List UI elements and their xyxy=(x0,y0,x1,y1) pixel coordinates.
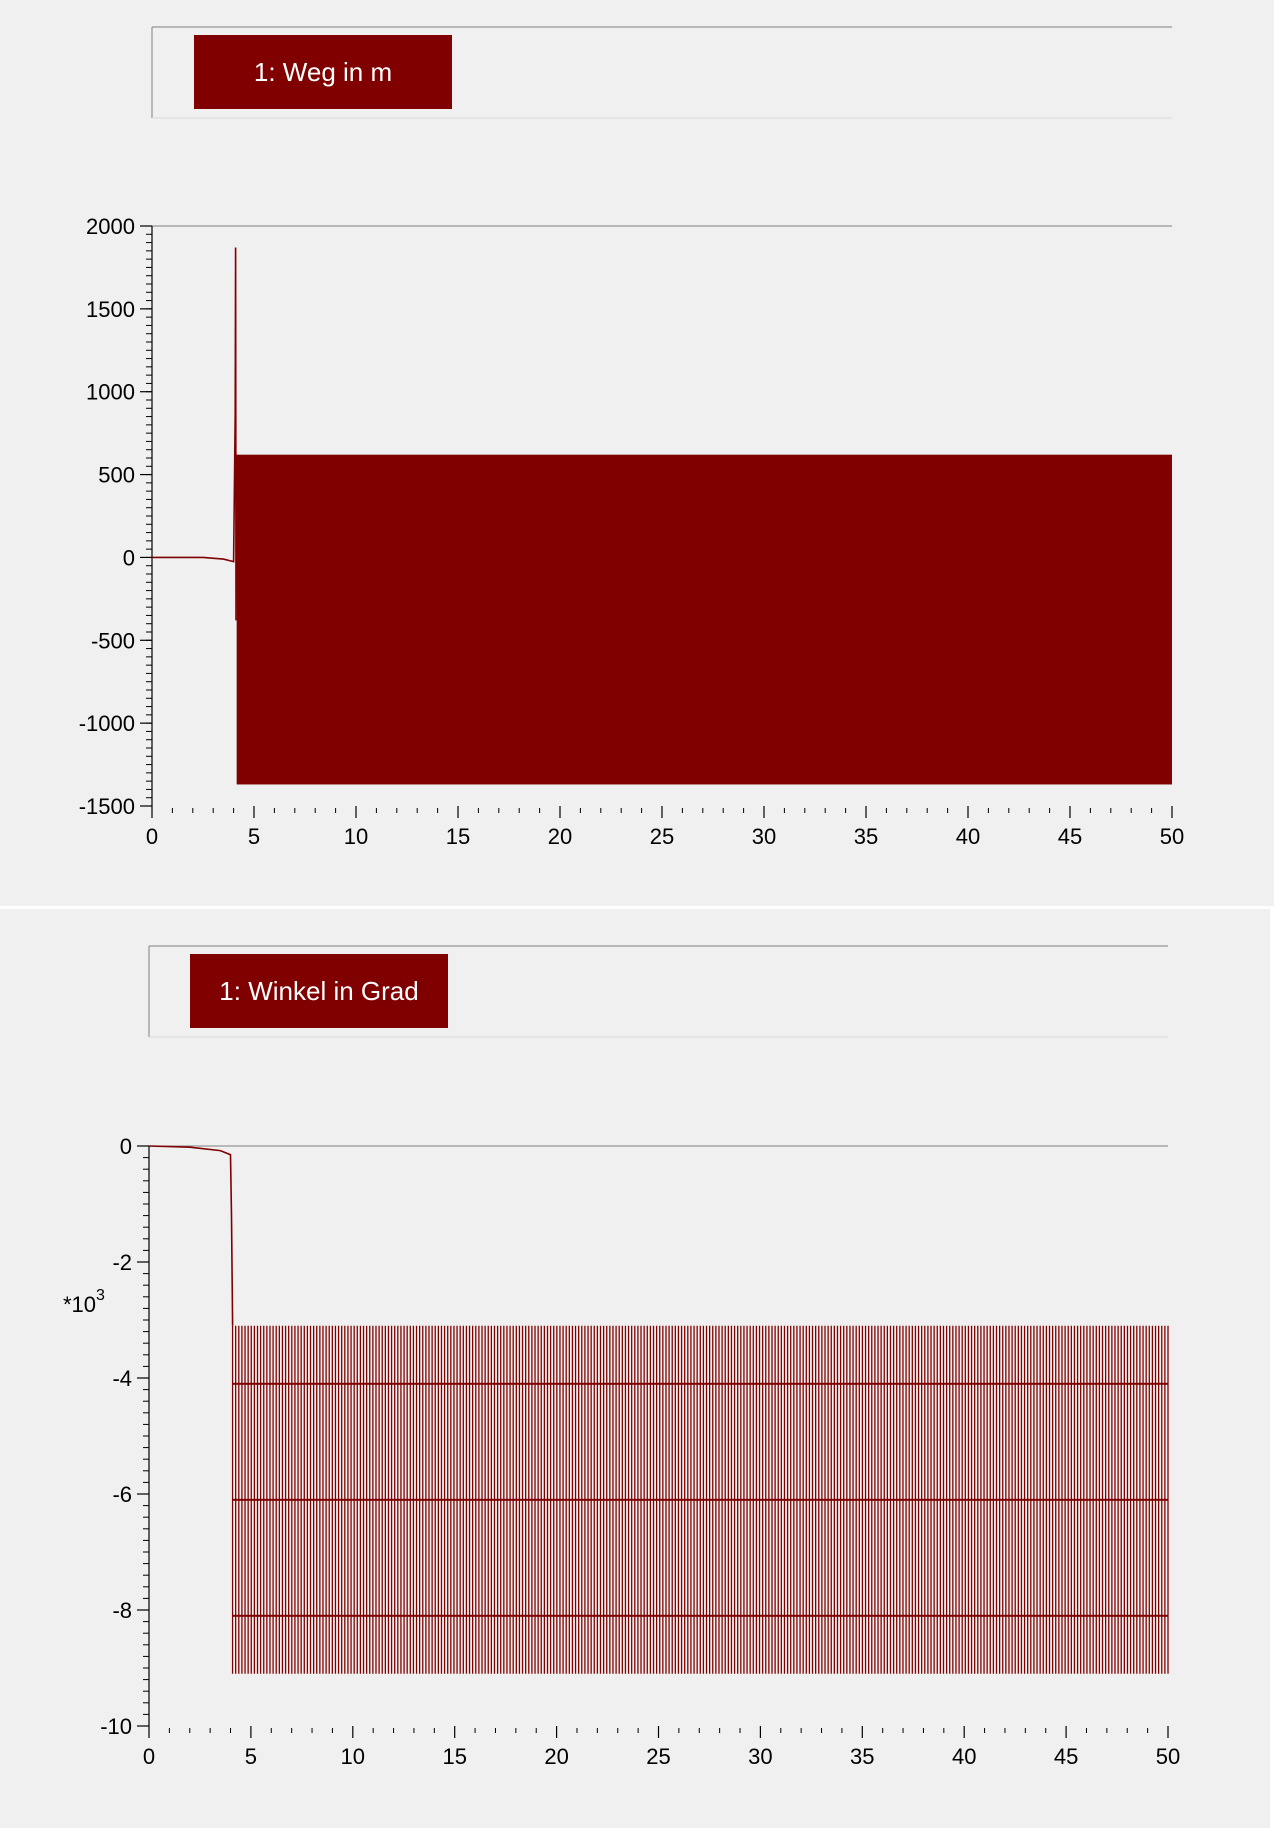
series-line xyxy=(152,247,238,621)
y-multiplier-base: *10 xyxy=(63,1292,96,1317)
x-tick-label: 45 xyxy=(1054,1744,1078,1769)
x-tick-label: 45 xyxy=(1058,824,1082,849)
x-tick-label: 35 xyxy=(854,824,878,849)
oscillation-band xyxy=(232,1498,1169,1501)
legend-swatch xyxy=(194,35,452,109)
legend-label: 1: Winkel in Grad xyxy=(219,976,418,1006)
x-tick-label: 10 xyxy=(341,1744,365,1769)
y-tick-label: 1500 xyxy=(86,297,135,322)
y-tick-label: 1000 xyxy=(86,380,135,405)
y-tick-label: -8 xyxy=(112,1598,132,1623)
x-tick-label: 15 xyxy=(446,824,470,849)
chart-panel-winkel: 1: Winkel in Grad -10 -8 -6 -4 -2 0 0 5 10 15 20 25 3… xyxy=(0,909,1270,1828)
y-tick-label: -4 xyxy=(112,1366,132,1391)
x-tick-label: 50 xyxy=(1160,824,1184,849)
y-tick-label: -1000 xyxy=(79,711,135,736)
x-tick-label: 10 xyxy=(344,824,368,849)
x-tick-label: 0 xyxy=(146,824,158,849)
x-tick-label: 40 xyxy=(952,1744,976,1769)
y-tick-label: -6 xyxy=(112,1482,132,1507)
y-tick-label: 0 xyxy=(120,1134,132,1159)
y-tick-label: 0 xyxy=(123,545,135,570)
y-multiplier-exponent: 3 xyxy=(96,1287,105,1304)
x-tick-label: 15 xyxy=(442,1744,466,1769)
y-tick-label: -2 xyxy=(112,1250,132,1275)
x-tick-label: 30 xyxy=(752,824,776,849)
x-tick-label: 20 xyxy=(548,824,572,849)
x-tick-label: 5 xyxy=(248,824,260,849)
series-line xyxy=(148,1145,234,1326)
x-tick-label: 25 xyxy=(650,824,674,849)
y-tick-label: -500 xyxy=(91,628,135,653)
legend-label: 1: Weg in m xyxy=(254,57,392,87)
x-tick-label: 0 xyxy=(143,1744,155,1769)
y-tick-label: -1500 xyxy=(79,794,135,819)
series-oscillation xyxy=(236,454,1172,785)
x-tick-label: 20 xyxy=(544,1744,568,1769)
chart-winkel: 1: Winkel in Grad -10 -8 -6 -4 -2 0 0 5 10 15 20 25 3… xyxy=(63,945,1180,1769)
y-tick-label: 2000 xyxy=(86,214,135,239)
x-tick-label: 40 xyxy=(956,824,980,849)
legend-swatch xyxy=(190,954,448,1028)
chart-weg: 1: Weg in m-1500-1000-500050010001500200… xyxy=(79,26,1184,849)
chart-panel-weg: 1: Weg in m -1500 -1000 -500 0 500 1000 1500 200… xyxy=(0,0,1274,906)
y-tick-label: 500 xyxy=(98,463,135,488)
x-tick-label: 35 xyxy=(850,1744,874,1769)
x-tick-label: 25 xyxy=(646,1744,670,1769)
oscillation-band xyxy=(232,1382,1169,1385)
x-tick-label: 50 xyxy=(1156,1744,1180,1769)
x-tick-label: 30 xyxy=(748,1744,772,1769)
oscillation-band xyxy=(232,1614,1169,1617)
y-multiplier-label: *103 xyxy=(63,1287,105,1317)
y-tick-label: -10 xyxy=(100,1714,132,1739)
x-tick-label: 5 xyxy=(245,1744,257,1769)
